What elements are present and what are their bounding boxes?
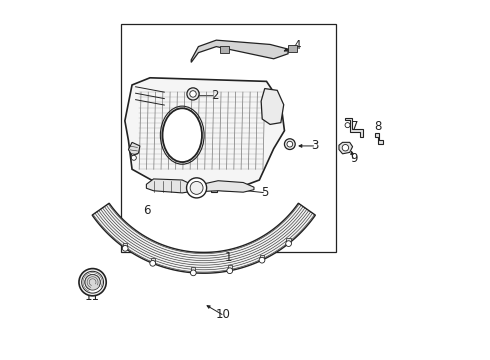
Circle shape — [85, 274, 100, 290]
Polygon shape — [123, 243, 127, 247]
Bar — [211, 186, 218, 192]
Circle shape — [287, 141, 293, 147]
Text: 10: 10 — [216, 308, 231, 321]
Ellipse shape — [163, 108, 202, 162]
Polygon shape — [260, 255, 264, 258]
Circle shape — [82, 271, 103, 293]
Text: 2: 2 — [211, 89, 218, 102]
Text: 5: 5 — [261, 186, 269, 199]
Circle shape — [122, 246, 128, 251]
Circle shape — [227, 268, 233, 274]
Text: 7: 7 — [351, 120, 358, 133]
Circle shape — [191, 270, 196, 276]
Circle shape — [342, 144, 349, 151]
Text: 4: 4 — [293, 39, 301, 52]
Polygon shape — [228, 265, 232, 269]
Bar — [122, 24, 337, 252]
Polygon shape — [128, 142, 140, 156]
Circle shape — [259, 257, 265, 263]
Text: 9: 9 — [351, 152, 358, 165]
Text: 3: 3 — [311, 139, 318, 152]
Text: 11: 11 — [85, 290, 100, 303]
Circle shape — [79, 269, 106, 296]
Circle shape — [345, 123, 350, 128]
Polygon shape — [147, 179, 191, 193]
Bar — [288, 45, 297, 51]
Polygon shape — [375, 134, 383, 144]
Polygon shape — [345, 118, 363, 136]
Polygon shape — [287, 238, 291, 242]
Polygon shape — [202, 181, 254, 192]
Text: 8: 8 — [374, 120, 381, 133]
Circle shape — [187, 88, 199, 100]
Polygon shape — [261, 89, 284, 125]
Circle shape — [190, 91, 196, 97]
Polygon shape — [191, 267, 196, 271]
Polygon shape — [150, 258, 155, 261]
Text: 1: 1 — [225, 251, 233, 264]
Circle shape — [190, 181, 203, 194]
Text: 6: 6 — [143, 204, 150, 217]
Circle shape — [285, 139, 295, 149]
Polygon shape — [125, 78, 285, 191]
Circle shape — [131, 155, 136, 160]
Bar — [220, 46, 229, 53]
Circle shape — [286, 241, 292, 247]
Polygon shape — [191, 40, 288, 62]
Circle shape — [187, 178, 207, 198]
Polygon shape — [339, 142, 353, 154]
Polygon shape — [92, 203, 316, 273]
Circle shape — [150, 260, 156, 266]
